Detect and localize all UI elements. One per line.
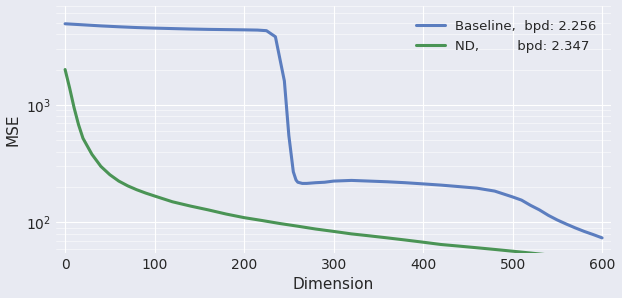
Baseline,  bpd: 2.256: (530, 128): 2.256: (530, 128) xyxy=(536,208,543,212)
Baseline,  bpd: 2.256: (360, 222): 2.256: (360, 222) xyxy=(384,180,391,184)
Baseline,  bpd: 2.256: (570, 90): 2.256: (570, 90) xyxy=(572,226,579,230)
ND,         bpd: 2.347: (80, 190): 2.347: (80, 190) xyxy=(133,188,141,192)
ND,         bpd: 2.347: (50, 255): 2.347: (50, 255) xyxy=(106,173,114,176)
ND,         bpd: 2.347: (160, 128): 2.347: (160, 128) xyxy=(205,208,212,212)
ND,         bpd: 2.347: (0, 2e+03): 2.347: (0, 2e+03) xyxy=(62,68,69,71)
Baseline,  bpd: 2.256: (500, 165): 2.256: (500, 165) xyxy=(509,195,516,199)
Baseline,  bpd: 2.256: (420, 208): 2.256: (420, 208) xyxy=(437,183,445,187)
Baseline,  bpd: 2.256: (340, 225): 2.256: (340, 225) xyxy=(366,179,373,183)
ND,         bpd: 2.347: (140, 138): 2.347: (140, 138) xyxy=(187,204,194,208)
Baseline,  bpd: 2.256: (580, 84): 2.256: (580, 84) xyxy=(580,230,588,233)
Baseline,  bpd: 2.256: (550, 105): 2.256: (550, 105) xyxy=(554,218,561,222)
ND,         bpd: 2.347: (40, 300): 2.347: (40, 300) xyxy=(97,164,104,168)
ND,         bpd: 2.347: (500, 57): 2.347: (500, 57) xyxy=(509,249,516,253)
ND,         bpd: 2.347: (540, 53): 2.347: (540, 53) xyxy=(545,253,552,257)
Line: Baseline,  bpd: 2.256: Baseline, bpd: 2.256 xyxy=(65,24,602,238)
Baseline,  bpd: 2.256: (300, 225): 2.256: (300, 225) xyxy=(330,179,337,183)
Baseline,  bpd: 2.256: (590, 79): 2.256: (590, 79) xyxy=(590,233,597,236)
ND,         bpd: 2.347: (320, 80): 2.347: (320, 80) xyxy=(348,232,355,236)
Baseline,  bpd: 2.256: (140, 4.42e+03): 2.256: (140, 4.42e+03) xyxy=(187,27,194,31)
ND,         bpd: 2.347: (420, 65): 2.347: (420, 65) xyxy=(437,243,445,246)
Baseline,  bpd: 2.256: (460, 196): 2.256: (460, 196) xyxy=(473,186,481,190)
Baseline,  bpd: 2.256: (180, 4.37e+03): 2.256: (180, 4.37e+03) xyxy=(223,28,230,31)
Baseline,  bpd: 2.256: (270, 215): 2.256: (270, 215) xyxy=(303,181,310,185)
ND,         bpd: 2.347: (300, 84): 2.347: (300, 84) xyxy=(330,230,337,233)
ND,         bpd: 2.347: (480, 59): 2.347: (480, 59) xyxy=(491,248,498,251)
Baseline,  bpd: 2.256: (255, 270): 2.256: (255, 270) xyxy=(290,170,297,173)
Baseline,  bpd: 2.256: (40, 4.7e+03): 2.256: (40, 4.7e+03) xyxy=(97,24,104,28)
ND,         bpd: 2.347: (200, 110): 2.347: (200, 110) xyxy=(240,216,248,219)
ND,         bpd: 2.347: (380, 71): 2.347: (380, 71) xyxy=(401,238,409,242)
Baseline,  bpd: 2.256: (600, 74): 2.256: (600, 74) xyxy=(598,236,606,240)
Baseline,  bpd: 2.256: (225, 4.28e+03): 2.256: (225, 4.28e+03) xyxy=(262,29,270,32)
ND,         bpd: 2.347: (580, 50): 2.347: (580, 50) xyxy=(580,256,588,260)
ND,         bpd: 2.347: (10, 950): 2.347: (10, 950) xyxy=(70,106,78,109)
ND,         bpd: 2.347: (120, 150): 2.347: (120, 150) xyxy=(169,200,176,204)
ND,         bpd: 2.347: (280, 88): 2.347: (280, 88) xyxy=(312,227,320,231)
Baseline,  bpd: 2.256: (540, 115): 2.256: (540, 115) xyxy=(545,214,552,217)
ND,         bpd: 2.347: (520, 55): 2.347: (520, 55) xyxy=(527,251,534,255)
ND,         bpd: 2.347: (70, 205): 2.347: (70, 205) xyxy=(124,184,131,188)
ND,         bpd: 2.347: (440, 63): 2.347: (440, 63) xyxy=(455,244,463,248)
Line: ND,         bpd: 2.347: ND, bpd: 2.347 xyxy=(65,69,602,260)
Baseline,  bpd: 2.256: (510, 155): 2.256: (510, 155) xyxy=(518,198,525,202)
ND,         bpd: 2.347: (100, 168): 2.347: (100, 168) xyxy=(151,194,159,198)
Baseline,  bpd: 2.256: (260, 220): 2.256: (260, 220) xyxy=(294,181,302,184)
ND,         bpd: 2.347: (400, 68): 2.347: (400, 68) xyxy=(419,240,427,244)
Y-axis label: MSE: MSE xyxy=(6,113,21,145)
Baseline,  bpd: 2.256: (245, 1.6e+03): 2.256: (245, 1.6e+03) xyxy=(281,79,288,83)
Baseline,  bpd: 2.256: (100, 4.5e+03): 2.256: (100, 4.5e+03) xyxy=(151,26,159,30)
ND,         bpd: 2.347: (20, 520): 2.347: (20, 520) xyxy=(79,136,86,140)
Baseline,  bpd: 2.256: (290, 220): 2.256: (290, 220) xyxy=(321,181,328,184)
ND,         bpd: 2.347: (15, 680): 2.347: (15, 680) xyxy=(75,123,82,126)
Baseline,  bpd: 2.256: (80, 4.55e+03): 2.256: (80, 4.55e+03) xyxy=(133,26,141,29)
ND,         bpd: 2.347: (240, 98): 2.347: (240, 98) xyxy=(276,222,284,225)
ND,         bpd: 2.347: (60, 225): 2.347: (60, 225) xyxy=(115,179,123,183)
Baseline,  bpd: 2.256: (0, 4.9e+03): 2.256: (0, 4.9e+03) xyxy=(62,22,69,26)
ND,         bpd: 2.347: (220, 104): 2.347: (220, 104) xyxy=(258,219,266,222)
Legend: Baseline,  bpd: 2.256, ND,         bpd: 2.347: Baseline, bpd: 2.256, ND, bpd: 2.347 xyxy=(407,12,605,60)
Baseline,  bpd: 2.256: (280, 218): 2.256: (280, 218) xyxy=(312,181,320,184)
ND,         bpd: 2.347: (340, 77): 2.347: (340, 77) xyxy=(366,234,373,238)
Baseline,  bpd: 2.256: (560, 97): 2.256: (560, 97) xyxy=(562,222,570,226)
Baseline,  bpd: 2.256: (265, 215): 2.256: (265, 215) xyxy=(299,181,306,185)
Baseline,  bpd: 2.256: (380, 218): 2.256: (380, 218) xyxy=(401,181,409,184)
ND,         bpd: 2.347: (90, 178): 2.347: (90, 178) xyxy=(142,191,149,195)
Baseline,  bpd: 2.256: (250, 550): 2.256: (250, 550) xyxy=(285,134,292,137)
Baseline,  bpd: 2.256: (400, 213): 2.256: (400, 213) xyxy=(419,182,427,186)
ND,         bpd: 2.347: (460, 61): 2.347: (460, 61) xyxy=(473,246,481,249)
ND,         bpd: 2.347: (360, 74): 2.347: (360, 74) xyxy=(384,236,391,240)
X-axis label: Dimension: Dimension xyxy=(293,277,374,292)
Baseline,  bpd: 2.256: (20, 4.8e+03): 2.256: (20, 4.8e+03) xyxy=(79,23,86,27)
ND,         bpd: 2.347: (5, 1.4e+03): 2.347: (5, 1.4e+03) xyxy=(66,86,73,89)
ND,         bpd: 2.347: (560, 51): 2.347: (560, 51) xyxy=(562,255,570,259)
Baseline,  bpd: 2.256: (120, 4.46e+03): 2.256: (120, 4.46e+03) xyxy=(169,27,176,30)
Baseline,  bpd: 2.256: (262, 218): 2.256: (262, 218) xyxy=(296,181,304,184)
Baseline,  bpd: 2.256: (320, 228): 2.256: (320, 228) xyxy=(348,179,355,182)
ND,         bpd: 2.347: (30, 380): 2.347: (30, 380) xyxy=(88,153,96,156)
Baseline,  bpd: 2.256: (60, 4.62e+03): 2.256: (60, 4.62e+03) xyxy=(115,25,123,29)
Baseline,  bpd: 2.256: (200, 4.35e+03): 2.256: (200, 4.35e+03) xyxy=(240,28,248,32)
Baseline,  bpd: 2.256: (160, 4.39e+03): 2.256: (160, 4.39e+03) xyxy=(205,28,212,31)
Baseline,  bpd: 2.256: (440, 202): 2.256: (440, 202) xyxy=(455,185,463,188)
Baseline,  bpd: 2.256: (215, 4.33e+03): 2.256: (215, 4.33e+03) xyxy=(254,28,261,32)
ND,         bpd: 2.347: (260, 93): 2.347: (260, 93) xyxy=(294,224,302,228)
Baseline,  bpd: 2.256: (480, 185): 2.256: (480, 185) xyxy=(491,189,498,193)
ND,         bpd: 2.347: (600, 48): 2.347: (600, 48) xyxy=(598,258,606,262)
ND,         bpd: 2.347: (180, 118): 2.347: (180, 118) xyxy=(223,212,230,216)
Baseline,  bpd: 2.256: (258, 230): 2.256: (258, 230) xyxy=(292,178,300,182)
Baseline,  bpd: 2.256: (520, 140): 2.256: (520, 140) xyxy=(527,204,534,207)
Baseline,  bpd: 2.256: (235, 3.8e+03): 2.256: (235, 3.8e+03) xyxy=(272,35,279,38)
